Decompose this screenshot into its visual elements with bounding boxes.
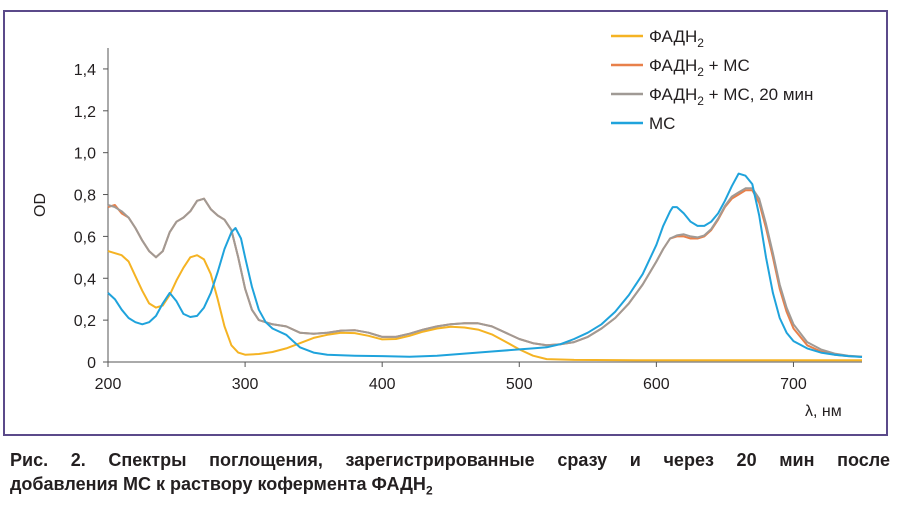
absorption-spectra-chart: 0 0,2 0,4 0,6 0,8 1,0 1,2 1,4 200 300 400 500 600 700… bbox=[32, 27, 863, 420]
x-tick-label: 600 bbox=[643, 376, 670, 393]
caption-line-2-text: добавления МС к раствору кофермента ФАДН bbox=[10, 474, 426, 494]
legend-label-1: ФАДН2 bbox=[649, 27, 704, 50]
legend-label-3: ФАДН2 + МС, 20 мин bbox=[649, 85, 813, 108]
chart-legend: ФАДН2 ФАДН2 + МС ФАДН2 + МС, 20 мин МС bbox=[611, 27, 813, 133]
chart-frame: 0 0,2 0,4 0,6 0,8 1,0 1,2 1,4 200 300 400 500 600 700… bbox=[3, 10, 888, 436]
x-tick-label: 500 bbox=[506, 376, 533, 393]
x-tick-label: 300 bbox=[232, 376, 259, 393]
legend-label-2: ФАДН2 + МС bbox=[649, 56, 750, 79]
x-tick-label: 700 bbox=[780, 376, 807, 393]
caption-line-1: Рис. 2. Спектры поглощения, зарегистриро… bbox=[10, 450, 890, 470]
series-line-4 bbox=[107, 172, 863, 358]
chart-series bbox=[107, 172, 863, 362]
series-line-3 bbox=[107, 187, 863, 358]
figure-caption: Рис. 2. Спектры поглощения, зарегистриро… bbox=[10, 448, 890, 503]
chart-ticks: 0 0,2 0,4 0,6 0,8 1,0 1,2 1,4 200 300 400 500 600 700 bbox=[74, 62, 807, 393]
x-axis-title: λ, нм bbox=[805, 403, 842, 420]
x-tick-label: 200 bbox=[95, 376, 122, 393]
y-tick-label: 0,8 bbox=[74, 188, 96, 205]
legend-label-4: МС bbox=[649, 114, 675, 133]
y-tick-label: 1,4 bbox=[74, 62, 96, 79]
y-tick-label: 0 bbox=[87, 355, 96, 372]
y-tick-label: 0,4 bbox=[74, 271, 96, 288]
y-axis-title: OD bbox=[32, 193, 49, 217]
series-line-1 bbox=[107, 250, 862, 362]
y-tick-label: 0,2 bbox=[74, 313, 96, 330]
caption-line-2: добавления МС к раствору кофермента ФАДН… bbox=[10, 472, 890, 503]
y-tick-label: 1,2 bbox=[74, 104, 96, 121]
x-tick-label: 400 bbox=[369, 376, 396, 393]
caption-subscript: 2 bbox=[425, 483, 433, 498]
y-tick-label: 1,0 bbox=[74, 146, 96, 163]
y-tick-label: 0,6 bbox=[74, 229, 96, 246]
